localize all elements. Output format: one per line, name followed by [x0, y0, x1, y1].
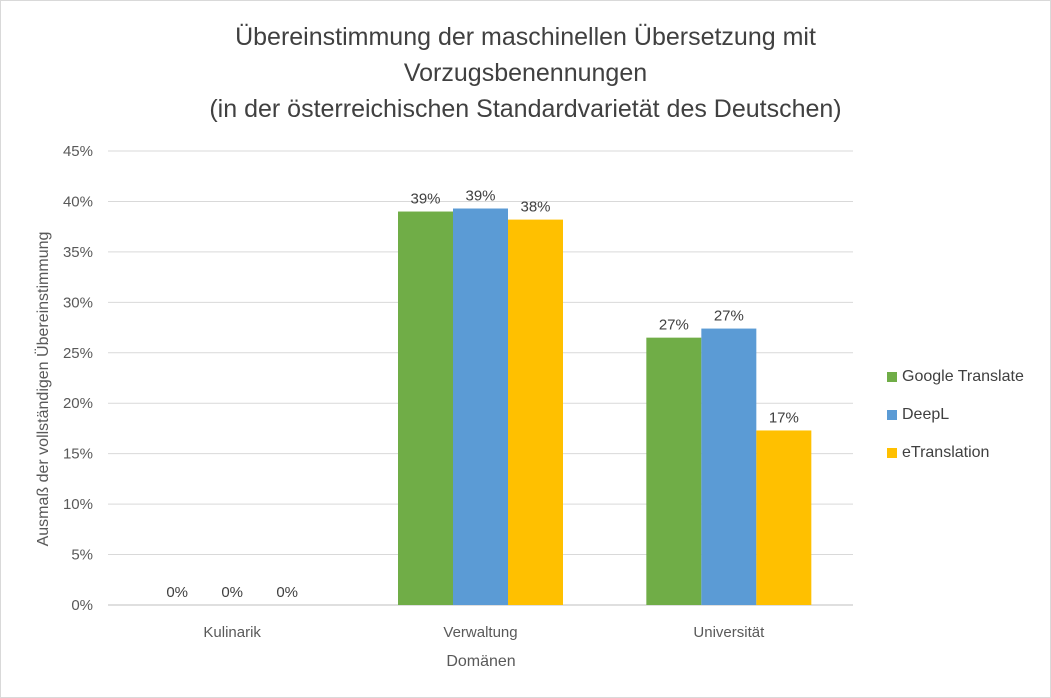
bar: [508, 219, 563, 606]
legend-item: Google Translate: [887, 367, 1024, 386]
data-label: 27%: [659, 317, 689, 334]
bars: [398, 208, 812, 606]
legend: Google Translate DeepL eTranslation: [887, 367, 1024, 481]
bar: [756, 430, 812, 605]
bar: [701, 328, 757, 605]
legend-item: DeepL: [887, 405, 1024, 424]
x-axis-ticks: Kulinarik Verwaltung Universität: [203, 624, 765, 641]
chart-title-line-1: Übereinstimmung der maschinellen Überset…: [235, 23, 816, 51]
x-axis-label: Domänen: [446, 653, 515, 670]
data-label: 17%: [769, 409, 799, 426]
data-label: 0%: [221, 584, 243, 601]
y-axis-ticks: 0% 5% 10% 15% 20% 25% 30% 35% 40% 45%: [63, 143, 93, 614]
bar: [398, 211, 453, 606]
legend-label: Google Translate: [902, 367, 1024, 385]
chart-title: Übereinstimmung der maschinellen Überset…: [1, 19, 1050, 127]
legend-label: eTranslation: [902, 443, 990, 461]
data-label: 39%: [410, 191, 440, 208]
x-tick-label: Kulinarik: [203, 624, 261, 641]
y-tick-label: 30%: [63, 294, 93, 311]
y-axis-label: Ausmaß der vollständigen Übereinstimmung: [34, 232, 52, 547]
legend-swatch: [887, 447, 897, 458]
chart-title-line-3: (in der österreichischen Standardvarietä…: [209, 95, 842, 123]
y-tick-label: 20%: [63, 395, 93, 412]
bar: [453, 208, 508, 606]
legend-label: DeepL: [902, 405, 950, 423]
data-label: 38%: [520, 199, 550, 216]
bar: [646, 337, 702, 605]
y-tick-label: 45%: [63, 143, 93, 160]
data-label: 0%: [276, 584, 298, 601]
y-tick-label: 25%: [63, 345, 93, 362]
legend-item: eTranslation: [887, 443, 1024, 462]
x-tick-label: Verwaltung: [443, 624, 517, 641]
y-tick-label: 0%: [71, 597, 93, 614]
x-tick-label: Universität: [693, 624, 765, 641]
data-label: 27%: [714, 308, 744, 325]
data-labels: 0% 0% 0% 39% 39% 38% 27% 27% 17%: [166, 188, 799, 601]
chart-title-line-2: Vorzugsbenennungen: [403, 59, 648, 87]
y-tick-label: 15%: [63, 446, 93, 463]
legend-swatch: [887, 371, 897, 382]
legend-swatch: [887, 409, 897, 420]
y-tick-label: 40%: [63, 193, 93, 210]
y-tick-label: 35%: [63, 244, 93, 261]
y-tick-label: 5%: [71, 547, 93, 564]
data-label: 39%: [465, 188, 495, 205]
data-label: 0%: [166, 584, 188, 601]
y-tick-label: 10%: [63, 496, 93, 513]
